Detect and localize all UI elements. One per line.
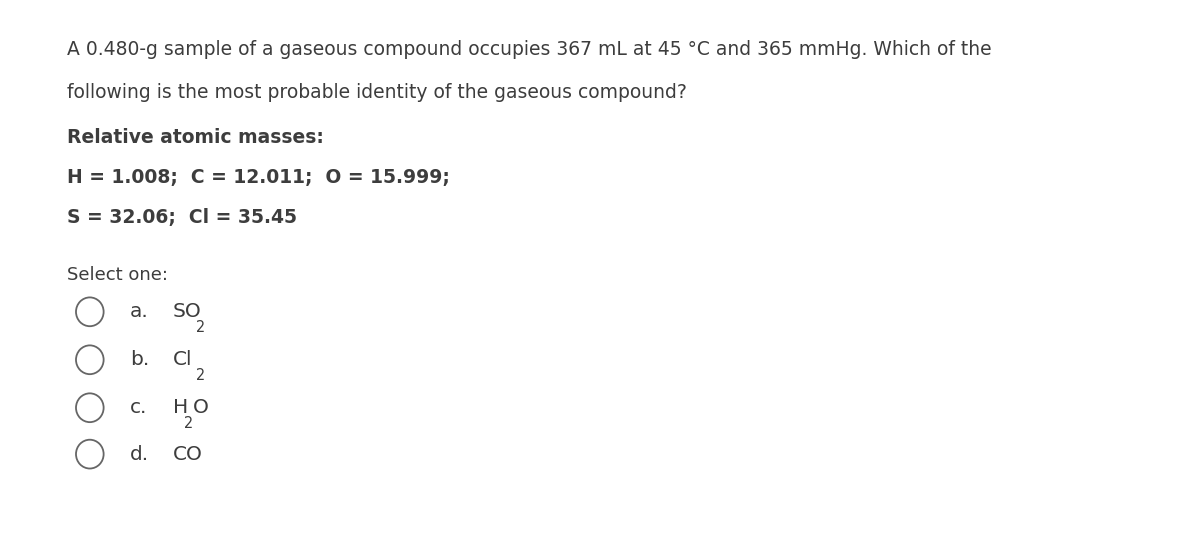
Text: H: H [173, 398, 188, 417]
Text: SO: SO [173, 302, 202, 321]
Text: 2: 2 [196, 320, 205, 335]
Text: a.: a. [130, 302, 149, 321]
Text: 2: 2 [185, 416, 193, 431]
Text: O: O [193, 398, 209, 417]
Text: b.: b. [130, 350, 149, 369]
Text: d.: d. [130, 445, 149, 464]
Text: Cl: Cl [173, 350, 192, 369]
Text: CO: CO [173, 445, 203, 464]
Text: Select one:: Select one: [67, 266, 168, 285]
Text: 2: 2 [196, 368, 205, 383]
Text: A 0.480-g sample of a gaseous compound occupies 367 mL at 45 °C and 365 mmHg. Wh: A 0.480-g sample of a gaseous compound o… [67, 40, 991, 59]
Text: H = 1.008;  C = 12.011;  O = 15.999;: H = 1.008; C = 12.011; O = 15.999; [67, 168, 450, 187]
Text: Relative atomic masses:: Relative atomic masses: [67, 128, 324, 147]
Text: c.: c. [130, 398, 148, 417]
Text: S = 32.06;  Cl = 35.45: S = 32.06; Cl = 35.45 [67, 208, 296, 227]
Text: following is the most probable identity of the gaseous compound?: following is the most probable identity … [67, 83, 686, 102]
